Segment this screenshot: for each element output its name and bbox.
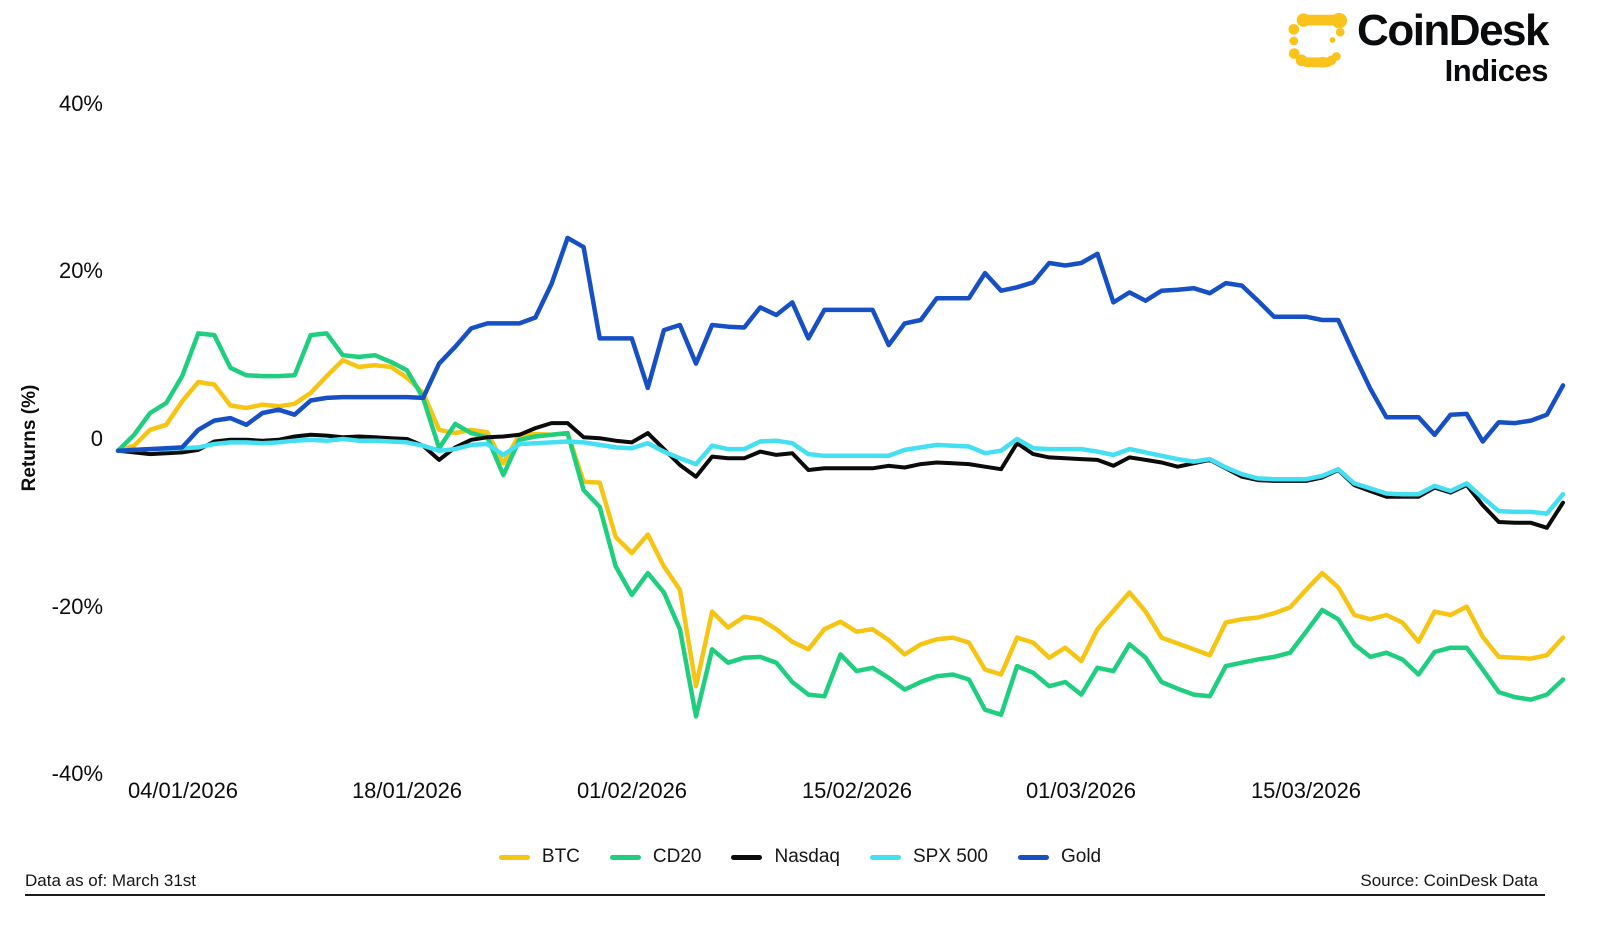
line-cd20 [115, 331, 1566, 719]
line-gold [115, 235, 1566, 453]
y-tick-20: 20% [58, 258, 103, 283]
y-tick-40: 40% [58, 91, 103, 116]
btc-line-swatch [498, 854, 530, 860]
y-tick-neg40: -40% [51, 761, 103, 786]
x-tick-0401: 04/01/2026 [127, 778, 239, 803]
legend-label-nasdaq: Nasdaq [774, 846, 840, 867]
legend-label-btc: BTC [541, 846, 580, 867]
x-tick-0103: 01/03/2026 [1025, 778, 1137, 803]
footer-divider [25, 894, 1545, 896]
nasdaq-line-swatch [731, 854, 763, 860]
legend-label-cd20: CD20 [652, 846, 702, 867]
x-tick-1503: 15/03/2026 [1250, 778, 1362, 803]
legend-item-btc: BTC [498, 846, 580, 868]
coindesk-mark-icon [1288, 12, 1348, 68]
x-tick-0102: 01/02/2026 [576, 778, 688, 803]
legend-item-cd20: CD20 [609, 846, 702, 868]
x-tick-1801: 18/01/2026 [351, 778, 463, 803]
cd20-line-swatch [609, 854, 641, 860]
legend-item-gold: Gold [1017, 846, 1102, 868]
coindesk-indices-logo: CoinDesk Indices [1287, 6, 1549, 88]
chart-legend: BTC CD20 Nasdaq SPX 500 Gold [0, 846, 1600, 868]
line-spx-500 [115, 436, 1566, 516]
data-as-of-text: Data as of: March 31st [25, 871, 197, 890]
legend-item-spx500: SPX 500 [869, 846, 988, 868]
x-tick-1502: 15/02/2026 [801, 778, 913, 803]
legend-label-spx500: SPX 500 [912, 846, 988, 867]
y-tick-neg20: -20% [51, 594, 103, 619]
legend-item-nasdaq: Nasdaq [731, 846, 840, 868]
source-text: Source: CoinDesk Data [1360, 871, 1538, 890]
indices-wordmark: Indices [1444, 53, 1549, 88]
y-tick-0: 0 [90, 426, 103, 451]
coindesk-wordmark: CoinDesk [1357, 6, 1549, 55]
spx500-line-swatch [869, 854, 901, 860]
line-btc [115, 357, 1566, 689]
gold-line-swatch [1017, 854, 1049, 860]
legend-label-gold: Gold [1060, 846, 1102, 867]
